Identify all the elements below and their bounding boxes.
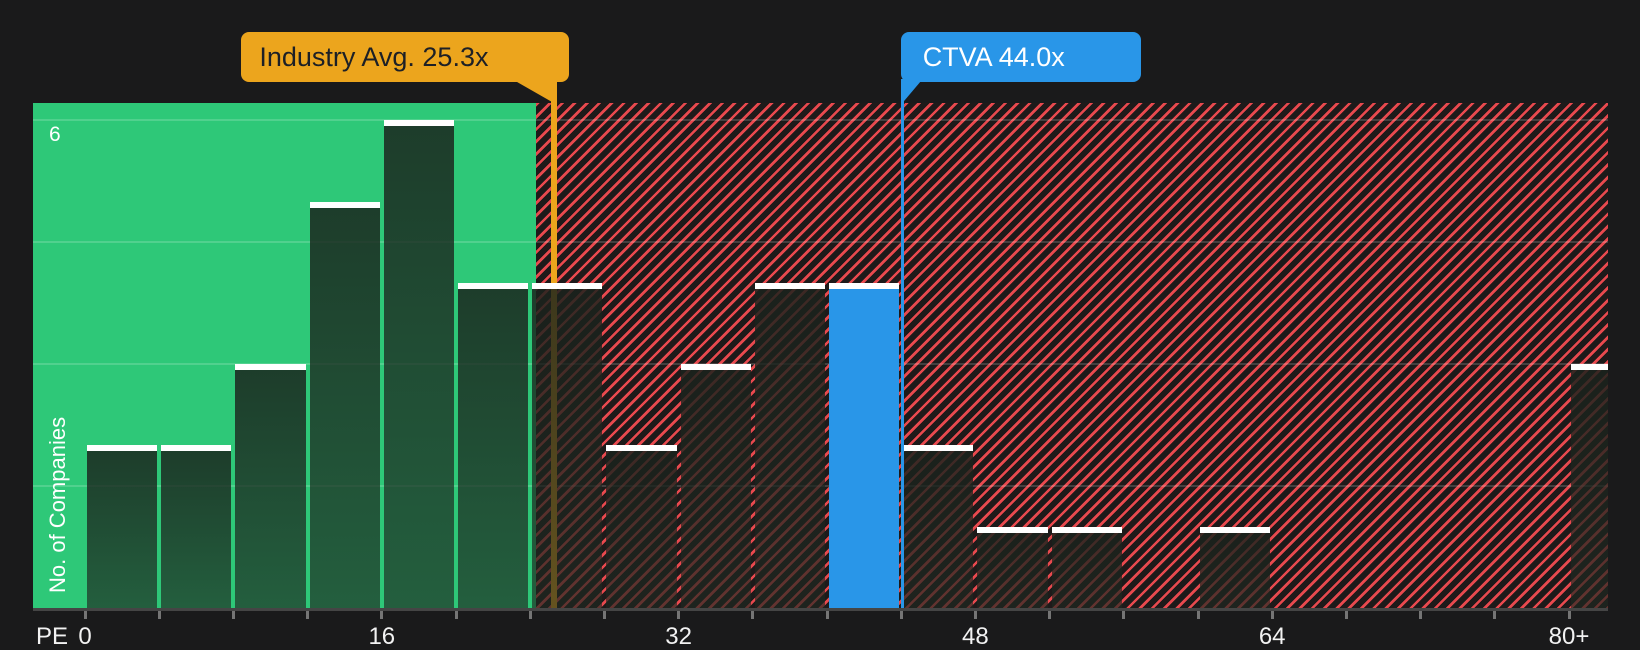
ctva-line bbox=[900, 103, 905, 608]
ctva-histogram-bar[interactable] bbox=[829, 282, 900, 608]
x-tick-label: 64 bbox=[1258, 623, 1286, 650]
histogram-bar[interactable] bbox=[680, 364, 751, 608]
x-axis-line bbox=[33, 608, 1608, 611]
histogram-bar[interactable] bbox=[532, 282, 603, 608]
x-tick bbox=[1270, 611, 1274, 619]
y-tick-label: 6 bbox=[49, 123, 61, 146]
above-average-hatch-region bbox=[535, 103, 1608, 608]
y-gridline bbox=[33, 241, 1608, 244]
histogram-bar[interactable] bbox=[235, 364, 306, 608]
x-tick bbox=[380, 611, 384, 619]
x-tick bbox=[231, 611, 235, 619]
x-tick-label: 48 bbox=[962, 623, 989, 650]
x-axis-title: PE bbox=[36, 623, 69, 650]
histogram-bar[interactable] bbox=[754, 282, 825, 608]
x-tick bbox=[1048, 611, 1052, 619]
histogram-bar[interactable] bbox=[383, 120, 454, 608]
x-tick bbox=[602, 611, 606, 619]
histogram-bar[interactable] bbox=[1571, 364, 1608, 608]
x-tick bbox=[1196, 611, 1200, 619]
histogram-bar[interactable] bbox=[309, 201, 380, 608]
x-tick bbox=[1419, 611, 1423, 619]
x-tick bbox=[528, 611, 532, 619]
histogram-bar[interactable] bbox=[87, 445, 158, 608]
x-tick bbox=[157, 611, 161, 619]
histogram-bar[interactable] bbox=[977, 526, 1048, 608]
ctva-callout: CTVA 44.0x bbox=[900, 32, 1141, 82]
x-tick-label: 0 bbox=[78, 623, 92, 650]
x-tick bbox=[751, 611, 755, 619]
histogram-bar[interactable] bbox=[458, 282, 529, 608]
y-gridline bbox=[33, 119, 1608, 122]
plot-area bbox=[33, 103, 1608, 608]
x-tick bbox=[454, 611, 458, 619]
x-tick bbox=[899, 611, 903, 619]
x-tick bbox=[83, 611, 87, 619]
x-tick-label: 32 bbox=[665, 623, 692, 650]
x-tick bbox=[1493, 611, 1497, 619]
histogram-bar[interactable] bbox=[1051, 526, 1122, 608]
x-tick bbox=[306, 611, 310, 619]
x-tick-label: 16 bbox=[368, 623, 396, 650]
x-tick bbox=[973, 611, 977, 619]
x-tick bbox=[1344, 611, 1348, 619]
x-tick bbox=[1567, 611, 1571, 619]
industry-avg-callout-label: Industry Avg. 25.3x bbox=[259, 41, 489, 72]
histogram-bar[interactable] bbox=[161, 445, 232, 608]
histogram-bar[interactable] bbox=[606, 445, 677, 608]
y-axis-title: No. of Companies bbox=[45, 416, 70, 593]
ctva-callout-label: CTVA 44.0x bbox=[922, 41, 1065, 72]
industry-avg-callout-pointer bbox=[515, 81, 558, 105]
ctva-callout-pointer bbox=[900, 79, 923, 105]
x-tick-label: 80+ bbox=[1548, 623, 1590, 650]
x-tick bbox=[677, 611, 681, 619]
histogram-bar[interactable] bbox=[1200, 526, 1271, 608]
industry-avg-callout: Industry Avg. 25.3x bbox=[241, 32, 570, 82]
histogram-bar[interactable] bbox=[903, 445, 974, 608]
x-tick bbox=[1122, 611, 1126, 619]
x-tick bbox=[825, 611, 829, 619]
